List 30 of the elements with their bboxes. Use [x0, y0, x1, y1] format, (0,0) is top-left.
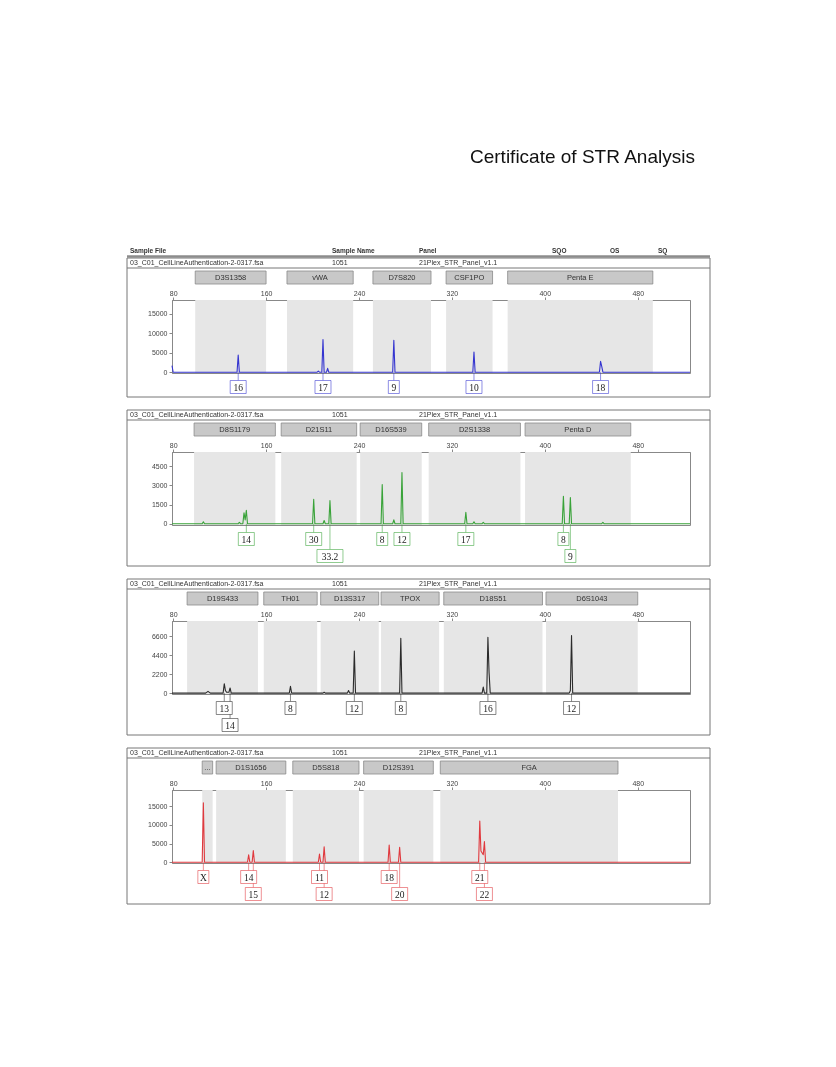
annotation: 17: [318, 382, 328, 393]
annotation: 18: [384, 872, 395, 883]
annotation: 9: [391, 382, 397, 393]
annotation: 33.2: [321, 551, 339, 562]
annotation: 13: [219, 703, 230, 714]
annotation: 18: [595, 382, 606, 393]
annotation: 21: [475, 872, 485, 883]
annotation: 16: [483, 703, 493, 714]
annotation: 11: [314, 872, 325, 883]
annotation: 12: [566, 703, 577, 714]
annotation: 12: [349, 703, 360, 714]
annotation: 8: [379, 534, 385, 545]
annotation: 22: [479, 889, 490, 900]
annotation: 14: [243, 872, 254, 883]
annotation: 17: [461, 534, 471, 545]
annotation: 15: [248, 889, 259, 900]
annotation: 20: [394, 889, 405, 900]
annotation: 14: [225, 720, 236, 731]
annotation: 8: [398, 703, 404, 714]
annotation: 10: [469, 382, 479, 393]
annotation: 8: [561, 534, 567, 545]
annotation: 14: [241, 534, 252, 545]
chart-title: Certificate of STR Analysis: [470, 146, 695, 167]
annotation: 12: [319, 889, 330, 900]
annotation: 30: [308, 534, 319, 545]
annotation: 9: [568, 551, 573, 562]
annotation: 16: [233, 382, 244, 393]
annotation: 12: [397, 534, 407, 545]
annotation: 8: [288, 703, 294, 714]
annotation: X: [199, 872, 207, 883]
